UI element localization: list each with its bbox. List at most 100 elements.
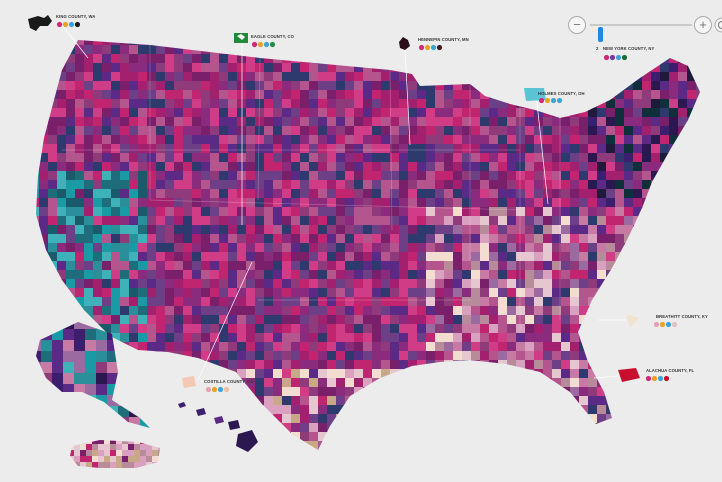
zoom-slider-handle[interactable] [597,27,603,42]
county [273,135,283,145]
county [129,373,141,385]
county [246,180,256,190]
county [633,261,643,271]
county [120,207,130,217]
county [687,180,697,190]
callout-costilla-county[interactable]: COSTILLA COUNTY, CO [182,376,254,393]
county [444,288,454,298]
county [48,189,58,199]
county [85,373,97,385]
county [624,189,634,199]
county [345,144,355,154]
county [201,306,211,316]
county [408,90,418,100]
county [552,297,562,307]
callout-alachua-county[interactable]: ALACHUA COUNTY, FL [618,368,695,382]
county [327,45,337,55]
callout-new-york-county[interactable]: 2 NEW YORK COUNTY, NY [596,46,654,61]
county [660,351,670,361]
county [85,329,97,341]
county [336,126,346,136]
county [543,306,553,316]
county [291,117,301,127]
county [85,406,97,418]
county [327,189,337,199]
county [255,144,265,154]
callout-breathitt-county[interactable]: BREATHITT COUNTY, KY [626,314,708,328]
county [93,153,103,163]
county [228,279,238,289]
county [363,360,373,370]
county [426,270,436,280]
callout-holmes-county[interactable]: HOLMES COUNTY, OH [524,88,585,104]
county [426,405,436,415]
county [102,270,112,280]
refresh-icon[interactable] [714,17,722,33]
county [678,198,688,208]
county [435,324,445,334]
county [309,243,319,253]
county [174,99,184,109]
county [152,468,159,475]
county [75,117,85,127]
county [651,90,661,100]
county [471,81,481,91]
county [147,144,157,154]
county [417,378,427,388]
county [516,405,526,415]
callout-eagle-county[interactable]: EAGLE COUNTY, CO [234,33,295,48]
county [318,81,328,91]
county [120,189,130,199]
county [345,297,355,307]
county [543,360,553,370]
county [291,180,301,190]
county [48,162,58,172]
county [525,279,535,289]
zoom-out-button[interactable]: − [568,16,586,34]
county [543,162,553,172]
county [453,387,463,397]
callout-king-county[interactable]: KING COUNTY, WA [28,14,95,31]
county [678,351,688,361]
callout-hennepin-county[interactable]: HENNEPIN COUNTY, MN [399,37,469,51]
county [417,243,427,253]
county [36,333,40,343]
county [300,135,310,145]
county [570,108,580,118]
county [210,306,220,316]
county [669,108,679,118]
county [70,450,75,457]
county [300,270,310,280]
county [489,99,499,109]
county [74,384,86,396]
county [453,63,463,73]
zoom-in-button[interactable]: + [694,16,712,34]
county [552,40,562,46]
county [152,450,159,457]
county [651,180,661,190]
county [102,144,112,154]
county [462,279,472,289]
county [300,234,310,244]
county [444,207,454,217]
county [579,450,589,460]
county [165,117,175,127]
county [57,234,67,244]
county [228,54,238,64]
county [201,171,211,181]
county [381,63,391,73]
county [534,369,544,379]
county [543,270,553,280]
zoom-slider-track[interactable] [590,24,692,42]
county [146,440,153,445]
county [534,342,544,352]
county [63,340,75,352]
county [282,306,292,316]
county [93,180,103,190]
county [152,440,159,445]
county [372,144,382,154]
county [156,360,166,370]
county [669,225,679,235]
county [183,432,193,442]
